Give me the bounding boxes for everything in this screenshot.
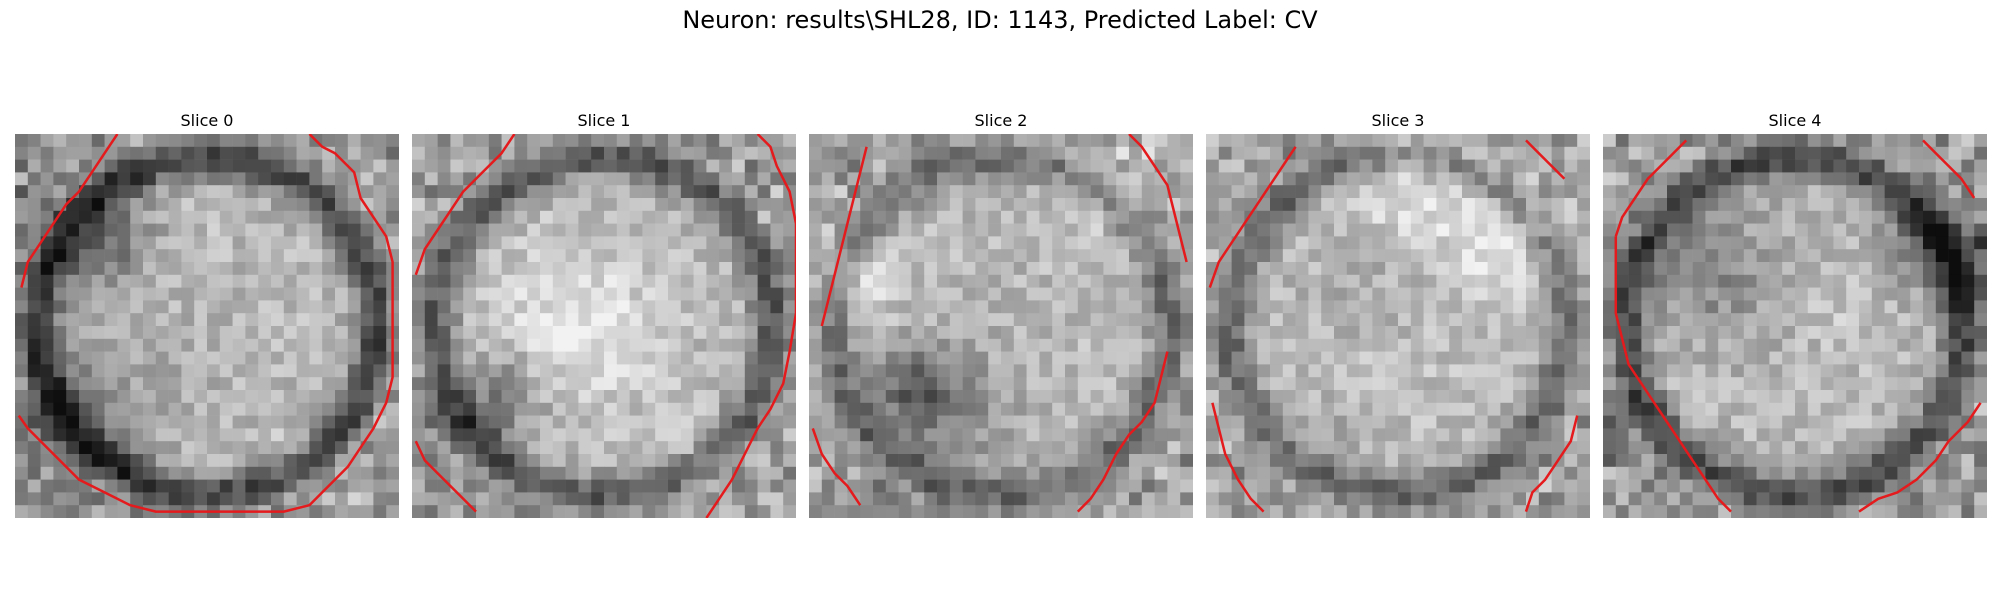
contour-line: [414, 440, 477, 513]
grayscale-pixels: [15, 134, 399, 518]
slice-image-2: [809, 134, 1193, 518]
contour-line: [705, 134, 796, 518]
contour-line: [1076, 351, 1169, 513]
contour-line: [1524, 415, 1579, 512]
grayscale-pixels: [809, 134, 1193, 518]
contour-line: [17, 134, 394, 513]
slice-image-3: [1206, 134, 1590, 518]
slice-image-4: [1603, 134, 1987, 518]
contour-line: [1208, 146, 1297, 289]
slice-title: Slice 2: [974, 111, 1028, 130]
slice-panel-1: Slice 1: [412, 108, 796, 518]
contour-line: [820, 146, 868, 327]
contour-line: [1614, 236, 1732, 513]
slice-title: Slice 3: [1371, 111, 1425, 130]
slice-panel-3: Slice 3: [1206, 108, 1590, 518]
contour-line: [1614, 139, 1688, 237]
slice-image-1: [412, 134, 796, 518]
grayscale-pixels: [1206, 134, 1590, 518]
grayscale-pixels: [412, 134, 796, 518]
slice-title: Slice 0: [180, 111, 234, 130]
contour-line: [20, 134, 119, 288]
slice-panel-2: Slice 2: [809, 108, 1193, 518]
slice-title: Slice 1: [577, 111, 631, 130]
contour-line: [1128, 134, 1188, 263]
contour-line: [1858, 402, 1982, 513]
contour-line: [414, 134, 516, 276]
slice-image-0: [15, 134, 399, 518]
contour-line: [1922, 139, 1976, 199]
contour-line: [1525, 139, 1566, 180]
contour-line: [811, 427, 862, 506]
contour-line: [1211, 402, 1265, 513]
grayscale-pixels: [1603, 134, 1987, 518]
figure-title: Neuron: results\SHL28, ID: 1143, Predict…: [682, 6, 1318, 34]
slice-panel-0: Slice 0: [15, 108, 399, 518]
slice-title: Slice 4: [1768, 111, 1822, 130]
slice-panel-4: Slice 4: [1603, 108, 1987, 518]
